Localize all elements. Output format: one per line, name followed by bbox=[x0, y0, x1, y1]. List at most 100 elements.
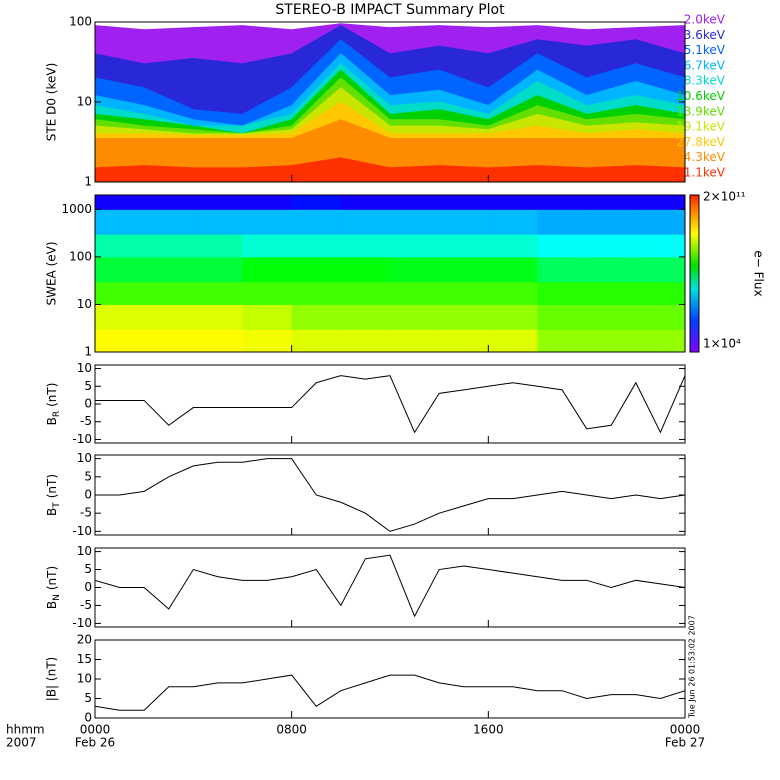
plot-area bbox=[95, 674, 685, 711]
heatmap-cell bbox=[95, 195, 145, 210]
y-tick-label: 0 bbox=[84, 397, 92, 411]
heatmap-cell bbox=[95, 304, 145, 330]
y-tick-label: -5 bbox=[80, 598, 92, 612]
heatmap-cell bbox=[488, 304, 538, 330]
heatmap-cell bbox=[586, 209, 637, 235]
y-axis-label: |B| (nT) bbox=[45, 657, 59, 701]
heatmap-cell bbox=[291, 195, 342, 210]
heatmap-cell bbox=[390, 256, 440, 283]
heatmap-cell bbox=[586, 195, 637, 210]
heatmap-cell bbox=[439, 209, 489, 235]
colorbar bbox=[689, 194, 700, 353]
heatmap-cell bbox=[340, 281, 391, 305]
heatmap-cell bbox=[193, 209, 243, 235]
heatmap-cell bbox=[390, 209, 440, 235]
heatmap-cell bbox=[340, 209, 391, 235]
heatmap-cell bbox=[291, 281, 342, 305]
colorbar-label: 1×10⁴ bbox=[703, 337, 741, 351]
heatmap-cell bbox=[537, 281, 588, 305]
y-label-unit: (nT) bbox=[45, 383, 59, 407]
axes-frame bbox=[94, 547, 686, 628]
heatmap-cell bbox=[144, 304, 194, 330]
heatmap-cell bbox=[635, 234, 685, 258]
heatmap-cell bbox=[390, 234, 440, 258]
heatmap-cell bbox=[390, 195, 440, 210]
axes-frame bbox=[94, 454, 686, 536]
heatmap-cell bbox=[291, 234, 342, 258]
heatmap-cell bbox=[193, 234, 243, 258]
heatmap-cell bbox=[488, 195, 538, 210]
y-label-sub: N bbox=[52, 594, 62, 601]
y-tick-label: 5 bbox=[84, 469, 92, 483]
y-tick-label: 100 bbox=[69, 15, 92, 29]
heatmap-cell bbox=[537, 234, 588, 258]
heatmap-cell bbox=[291, 256, 342, 283]
legend-label: 44.3keV bbox=[676, 150, 726, 164]
colorbar-label: 2×10¹¹ bbox=[703, 190, 746, 204]
heatmap-cell bbox=[242, 195, 293, 210]
legend-label: 19.1keV bbox=[676, 120, 726, 134]
legend-label: 10.6keV bbox=[676, 89, 726, 103]
heatmap-cell bbox=[193, 195, 243, 210]
plot-area bbox=[95, 375, 685, 434]
y-label-unit: (nT) bbox=[45, 474, 59, 498]
heatmap-cell bbox=[586, 234, 637, 258]
heatmap-cell bbox=[537, 329, 588, 352]
line bbox=[95, 554, 685, 618]
y-tick-label: 5 bbox=[84, 379, 92, 393]
x-date-label: Feb 26 bbox=[75, 736, 115, 750]
x-tick-label: 1600 bbox=[473, 723, 504, 737]
heatmap-cell bbox=[537, 195, 588, 210]
line bbox=[95, 674, 685, 711]
y-label-sub: T bbox=[52, 502, 62, 509]
plot-area bbox=[95, 23, 685, 182]
heatmap-cell bbox=[537, 256, 588, 283]
axes-frame bbox=[94, 194, 686, 353]
heatmap-cell bbox=[537, 304, 588, 330]
y-tick-label: -10 bbox=[72, 616, 92, 630]
plot-area bbox=[95, 195, 685, 352]
heatmap-cell bbox=[390, 281, 440, 305]
heatmap-cell bbox=[390, 329, 440, 352]
chart-title: STEREO-B IMPACT Summary Plot bbox=[275, 2, 505, 18]
heatmap-cell bbox=[193, 256, 243, 283]
x-date-label: Feb 27 bbox=[665, 736, 705, 750]
heatmap-cell bbox=[439, 329, 489, 352]
y-tick-label: 10 bbox=[77, 451, 92, 465]
heatmap-cell bbox=[144, 195, 194, 210]
legend-label: 8.3keV bbox=[684, 74, 726, 88]
flux-area bbox=[95, 157, 685, 182]
legend-label: 6.7keV bbox=[684, 58, 726, 72]
x-axis-label: hhmm bbox=[6, 723, 45, 737]
heatmap-cell bbox=[144, 256, 194, 283]
heatmap-cell bbox=[537, 209, 588, 235]
legend-label: 3.6keV bbox=[684, 28, 726, 42]
y-tick-label: 10 bbox=[77, 544, 92, 558]
heatmap-cell bbox=[193, 329, 243, 352]
heatmap-cell bbox=[144, 209, 194, 235]
heatmap-cell bbox=[193, 281, 243, 305]
y-label-unit: (nT) bbox=[45, 566, 59, 590]
y-axis-label: STE D0 (keV) bbox=[45, 63, 59, 142]
heatmap-cell bbox=[95, 256, 145, 283]
heatmap-cell bbox=[635, 209, 685, 235]
y-label-main: B bbox=[45, 417, 59, 425]
y-tick-label: 0 bbox=[84, 580, 92, 594]
heatmap-cell bbox=[586, 304, 637, 330]
y-axis-label: BT (nT) bbox=[45, 474, 62, 516]
heatmap-cell bbox=[586, 281, 637, 305]
legend-label: 5.1keV bbox=[684, 43, 726, 57]
heatmap-cell bbox=[586, 329, 637, 352]
y-tick-label: -5 bbox=[80, 506, 92, 520]
y-label-main: B bbox=[45, 601, 59, 609]
plot-area bbox=[95, 554, 685, 618]
heatmap-cell bbox=[439, 281, 489, 305]
heatmap-cell bbox=[340, 234, 391, 258]
y-tick-label: -5 bbox=[80, 414, 92, 428]
y-tick-label: 0 bbox=[84, 711, 92, 725]
y-tick-label: -10 bbox=[72, 432, 92, 446]
heatmap-cell bbox=[242, 234, 293, 258]
y-tick-label: 1000 bbox=[61, 202, 92, 216]
heatmap-cell bbox=[635, 304, 685, 330]
